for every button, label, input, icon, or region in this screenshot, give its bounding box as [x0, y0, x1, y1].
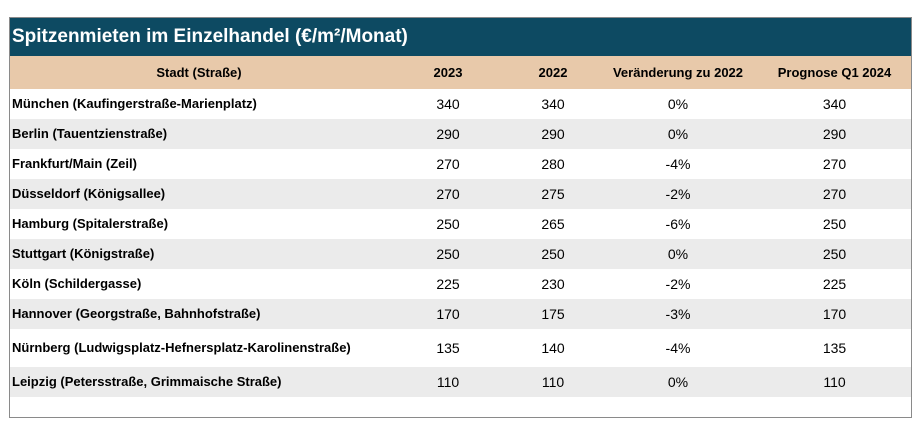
column-header-change: Veränderung zu 2022: [598, 56, 758, 89]
cell-change: 0%: [598, 239, 758, 269]
cell-change: 0%: [598, 119, 758, 149]
table-row: Berlin (Tauentzienstraße) 290 290 0% 290: [10, 119, 911, 149]
table-row: Düsseldorf (Königsallee) 270 275 -2% 270: [10, 179, 911, 209]
cell-2022: 250: [508, 239, 598, 269]
cell-forecast: 270: [822, 156, 847, 172]
cell-2023: 340: [436, 96, 460, 112]
cell-2022: 230: [541, 276, 565, 292]
cell-2022: 280: [541, 156, 565, 172]
cell-forecast: 170: [758, 299, 911, 329]
cell-change: -2%: [598, 179, 758, 209]
cell-2022: 140: [541, 340, 565, 356]
cell-change: -4%: [665, 340, 691, 356]
cell-city: Stuttgart (Königstraße): [10, 239, 388, 269]
cell-city: Leipzig (Petersstraße, Grimmaische Straß…: [10, 367, 388, 397]
cell-change: 0%: [667, 96, 689, 112]
column-header-2022: 2022: [508, 56, 598, 89]
cell-city: Düsseldorf (Königsallee): [10, 179, 388, 209]
cell-change: 0%: [598, 367, 758, 397]
table-row: Hamburg (Spitalerstraße) 250 265 -6% 250: [10, 209, 911, 239]
cell-2023: 110: [388, 367, 508, 397]
cell-forecast: 225: [822, 276, 847, 292]
cell-forecast: 270: [758, 179, 911, 209]
table-title: Spitzenmieten im Einzelhandel (€/m²/Mona…: [10, 18, 911, 56]
header-row: Stadt (Straße) 2023 2022 Veränderung zu …: [10, 56, 911, 89]
table-row: Leipzig (Petersstraße, Grimmaische Straß…: [10, 367, 911, 397]
cell-change: -3%: [598, 299, 758, 329]
table-row: Hannover (Georgstraße, Bahnhofstraße) 17…: [10, 299, 911, 329]
cell-2022: 340: [541, 96, 565, 112]
cell-2023: 135: [436, 340, 460, 356]
cell-forecast: 250: [758, 239, 911, 269]
rent-table-panel: Spitzenmieten im Einzelhandel (€/m²/Mona…: [9, 17, 912, 418]
cell-city: München (Kaufingerstraße-Marienplatz): [12, 96, 257, 111]
cell-2022: 275: [508, 179, 598, 209]
cell-forecast: 135: [822, 340, 847, 356]
cell-2022: 265: [541, 216, 565, 232]
column-header-2023: 2023: [388, 56, 508, 89]
table-row: München (Kaufingerstraße-Marienplatz) 34…: [10, 89, 911, 119]
table-row: Stuttgart (Königstraße) 250 250 0% 250: [10, 239, 911, 269]
cell-forecast: 290: [758, 119, 911, 149]
column-header-forecast: Prognose Q1 2024: [758, 56, 911, 89]
cell-forecast: 250: [822, 216, 847, 232]
cell-forecast: 340: [822, 96, 847, 112]
cell-2022: 290: [508, 119, 598, 149]
cell-change: -6%: [665, 216, 691, 232]
cell-change: -4%: [665, 156, 691, 172]
cell-forecast: 110: [758, 367, 911, 397]
cell-city: Hamburg (Spitalerstraße): [12, 216, 169, 231]
cell-2023: 270: [436, 156, 460, 172]
cell-city: Hannover (Georgstraße, Bahnhofstraße): [10, 299, 388, 329]
cell-2023: 250: [436, 216, 460, 232]
cell-city: Berlin (Tauentzienstraße): [10, 119, 388, 149]
cell-2023: 225: [436, 276, 460, 292]
rent-table: Stadt (Straße) 2023 2022 Veränderung zu …: [10, 56, 911, 397]
cell-2023: 250: [388, 239, 508, 269]
cell-2023: 290: [388, 119, 508, 149]
cell-city: Köln (Schildergasse): [12, 276, 142, 291]
cell-2022: 110: [508, 367, 598, 397]
cell-2023: 170: [388, 299, 508, 329]
table-row: Frankfurt/Main (Zeil) 270 280 -4% 270: [10, 149, 911, 179]
cell-city: Frankfurt/Main (Zeil): [12, 156, 137, 171]
cell-change: -2%: [665, 276, 691, 292]
cell-2023: 270: [388, 179, 508, 209]
table-row: Köln (Schildergasse) 225 230 -2% 225: [10, 269, 911, 299]
cell-city: Nürnberg (Ludwigsplatz-Hefnersplatz-Karo…: [12, 340, 351, 355]
cell-2022: 175: [508, 299, 598, 329]
column-header-city: Stadt (Straße): [10, 56, 388, 89]
table-row: Nürnberg (Ludwigsplatz-Hefnersplatz-Karo…: [10, 329, 911, 367]
